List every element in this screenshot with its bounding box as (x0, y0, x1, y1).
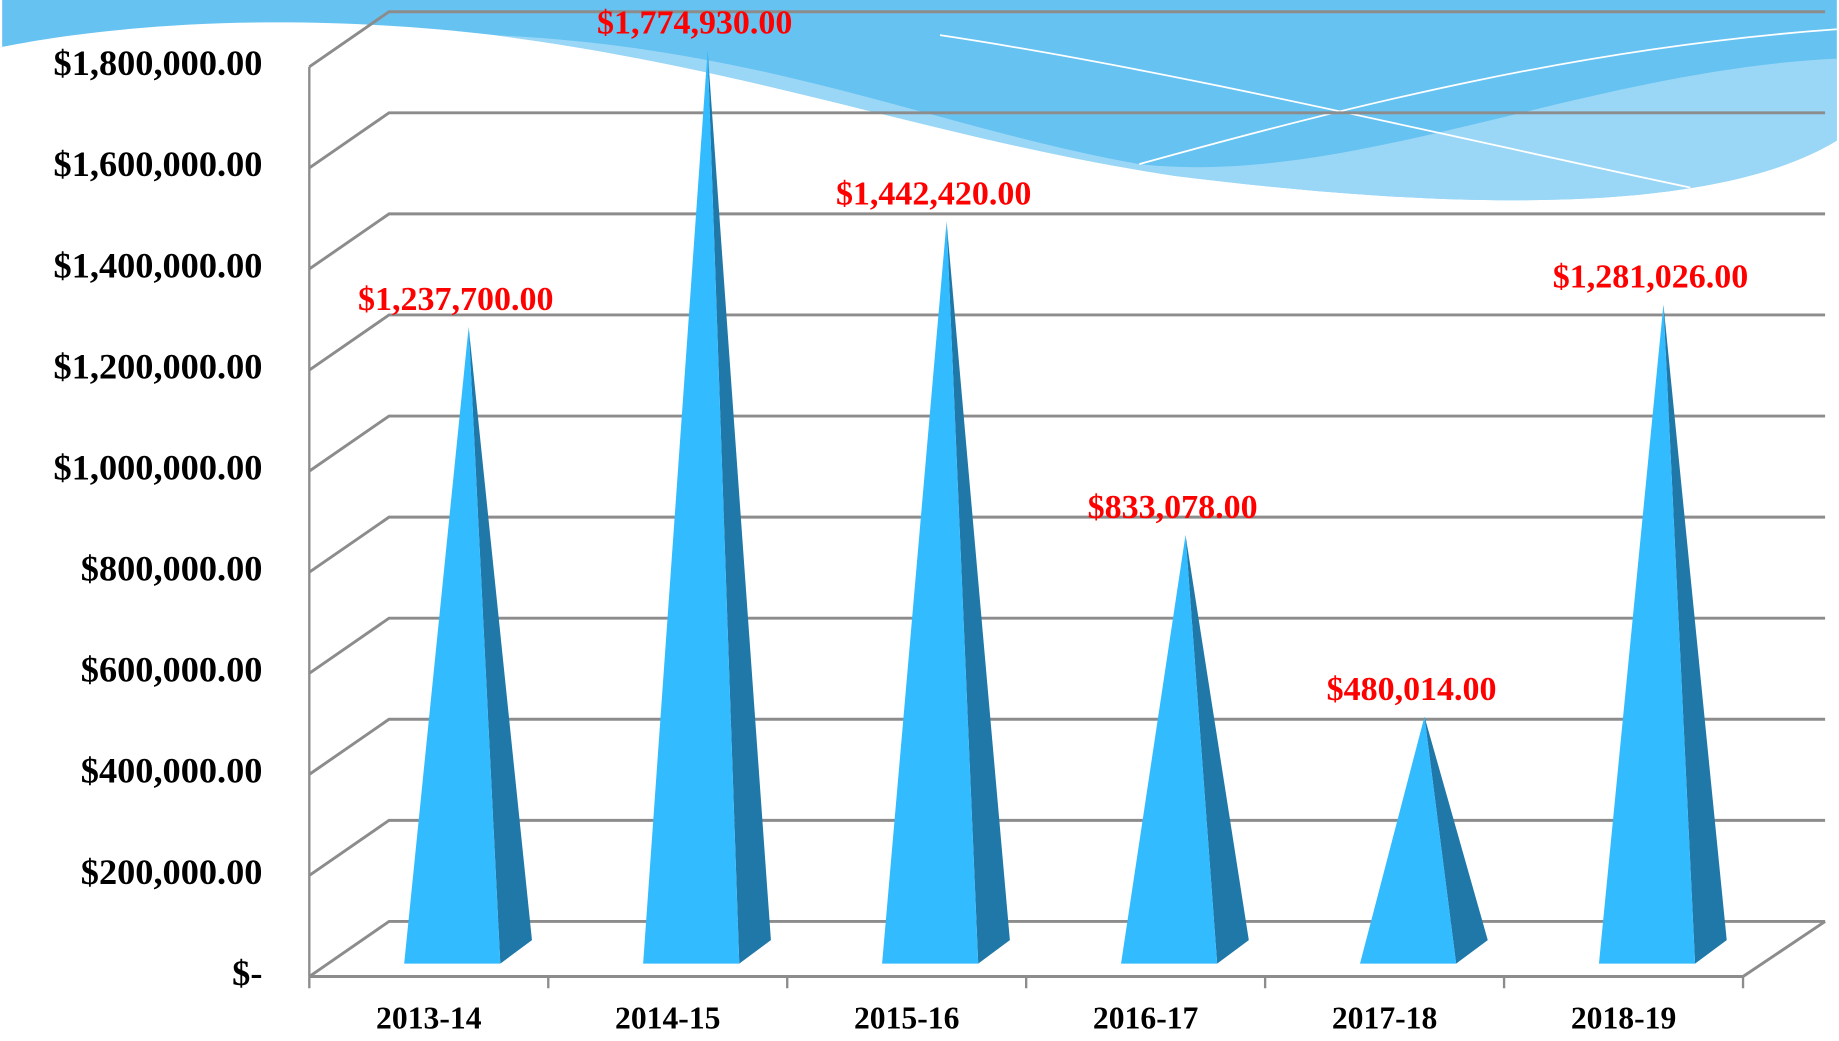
floor (309, 921, 1825, 976)
x-tick-label: 2015-16 (854, 1000, 959, 1035)
chart: $- $200,000.00 $400,000.00 $600,000.00 $800,… (0, 0, 1839, 1041)
value-label: $1,774,930.00 (597, 5, 792, 42)
x-tick-label: 2013-14 (376, 1000, 482, 1035)
grid-line (309, 921, 1825, 976)
background-wave (2, 0, 1837, 200)
grid-line (309, 719, 1825, 774)
value-label: $1,281,026.00 (1553, 259, 1748, 296)
x-tick-label: 2018-19 (1571, 1000, 1676, 1035)
value-label: $833,078.00 (1088, 489, 1258, 526)
x-tick-label: 2017-18 (1332, 1000, 1437, 1035)
y-tick-label: $400,000.00 (81, 751, 263, 791)
y-tick-label: $200,000.00 (81, 852, 263, 892)
x-tick-label: 2014-15 (615, 1000, 720, 1035)
y-tick-label: $1,000,000.00 (54, 447, 263, 487)
y-tick-label: $- (232, 953, 262, 993)
grid-line (309, 618, 1825, 673)
value-label: $1,442,420.00 (836, 176, 1031, 213)
value-label: $1,237,700.00 (358, 281, 553, 318)
y-tick-label: $1,400,000.00 (54, 245, 263, 285)
y-tick-label: $1,200,000.00 (54, 346, 263, 386)
y-tick-label: $1,800,000.00 (54, 43, 263, 83)
grid-line (309, 517, 1825, 572)
page: {"chart_data": { "type": "pyramid-bar", … (0, 0, 1839, 1041)
y-tick-label: $1,600,000.00 (54, 144, 263, 184)
y-tick-label: $800,000.00 (81, 549, 263, 589)
value-label: $480,014.00 (1327, 671, 1497, 708)
y-tick-label: $600,000.00 (81, 650, 263, 690)
x-tick-label: 2016-17 (1093, 1000, 1199, 1035)
grid-line (309, 416, 1825, 471)
grid-line (309, 820, 1825, 875)
grid-line (309, 315, 1825, 370)
